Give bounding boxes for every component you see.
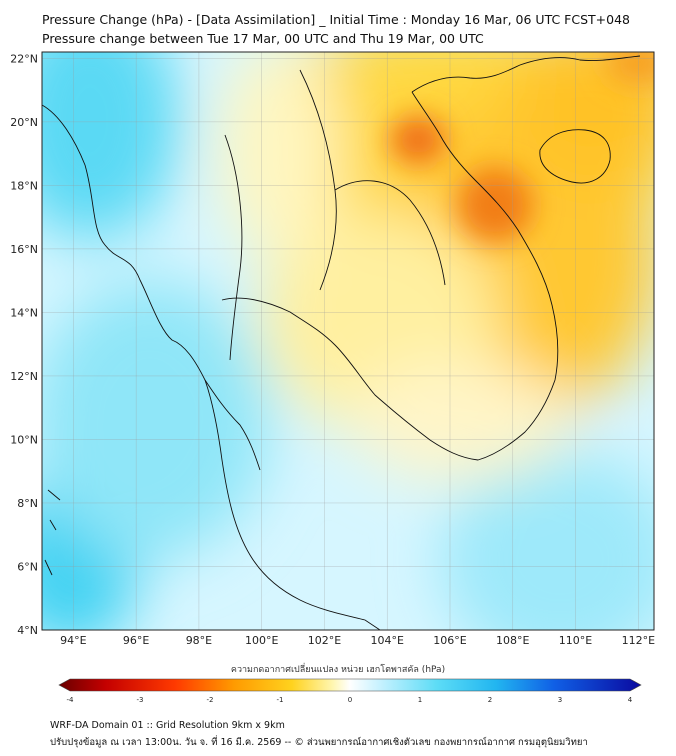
coastlines bbox=[42, 55, 641, 630]
lon-label: 108°E bbox=[496, 634, 529, 647]
colorbar-tick-label: 4 bbox=[628, 696, 633, 704]
colorbar-tick-label: -3 bbox=[137, 696, 144, 704]
colorbar-tick-label: 2 bbox=[488, 696, 492, 704]
colorbar-tick-label: -4 bbox=[67, 696, 75, 704]
lon-label: 98°E bbox=[186, 634, 212, 647]
lat-label: 14°N bbox=[10, 306, 38, 319]
lon-label: 112°E bbox=[622, 634, 655, 647]
map-frame bbox=[41, 51, 655, 631]
colorbar: -4 -3 -2 -1 0 1 2 3 4 bbox=[58, 678, 642, 704]
lat-label: 10°N bbox=[10, 433, 38, 446]
lat-label: 22°N bbox=[10, 52, 38, 65]
lon-label: 102°E bbox=[308, 634, 341, 647]
lon-label: 104°E bbox=[371, 634, 404, 647]
lon-label: 94°E bbox=[60, 634, 86, 647]
pressure-field bbox=[42, 52, 654, 630]
colorbar-tick-label: -2 bbox=[207, 696, 214, 704]
footer-update-info: ปรับปรุงข้อมูล ณ เวลา 13:00น. วัน จ. ที่… bbox=[50, 737, 588, 748]
lat-label: 18°N bbox=[10, 179, 38, 192]
lon-label: 96°E bbox=[123, 634, 149, 647]
lon-label: 106°E bbox=[433, 634, 466, 647]
colorbar-tick-label: 1 bbox=[418, 696, 422, 704]
colorbar-title: ความกดอากาศเปลี่ยนแปลง หน่วย เฮกโตพาสคัล… bbox=[230, 665, 446, 675]
lon-label: 110°E bbox=[559, 634, 592, 647]
colorbar-tick-label: -1 bbox=[277, 696, 284, 704]
colorbar-tick-label: 3 bbox=[558, 696, 562, 704]
lat-label: 12°N bbox=[10, 370, 38, 383]
longitude-labels: 94°E 96°E 98°E 100°E 102°E 104°E 106°E 108°E 110… bbox=[60, 634, 655, 647]
map-subtitle: Pressure change between Tue 17 Mar, 00 U… bbox=[42, 31, 484, 46]
colorbar-tick-label: 0 bbox=[348, 696, 352, 704]
lon-label: 100°E bbox=[245, 634, 278, 647]
lat-label: 16°N bbox=[10, 243, 38, 256]
lat-label: 6°N bbox=[17, 560, 38, 573]
graticule bbox=[42, 52, 654, 630]
footer-model-info: WRF-DA Domain 01 :: Grid Resolution 9km … bbox=[50, 720, 285, 731]
lat-label: 4°N bbox=[17, 624, 38, 637]
lat-label: 8°N bbox=[17, 497, 38, 510]
lat-label: 20°N bbox=[10, 116, 38, 129]
latitude-labels: 22°N 20°N 18°N 16°N 14°N 12°N 10°N 8°N 6°N 4°N bbox=[10, 52, 38, 637]
map-title: Pressure Change (hPa) - [Data Assimilati… bbox=[42, 12, 630, 27]
